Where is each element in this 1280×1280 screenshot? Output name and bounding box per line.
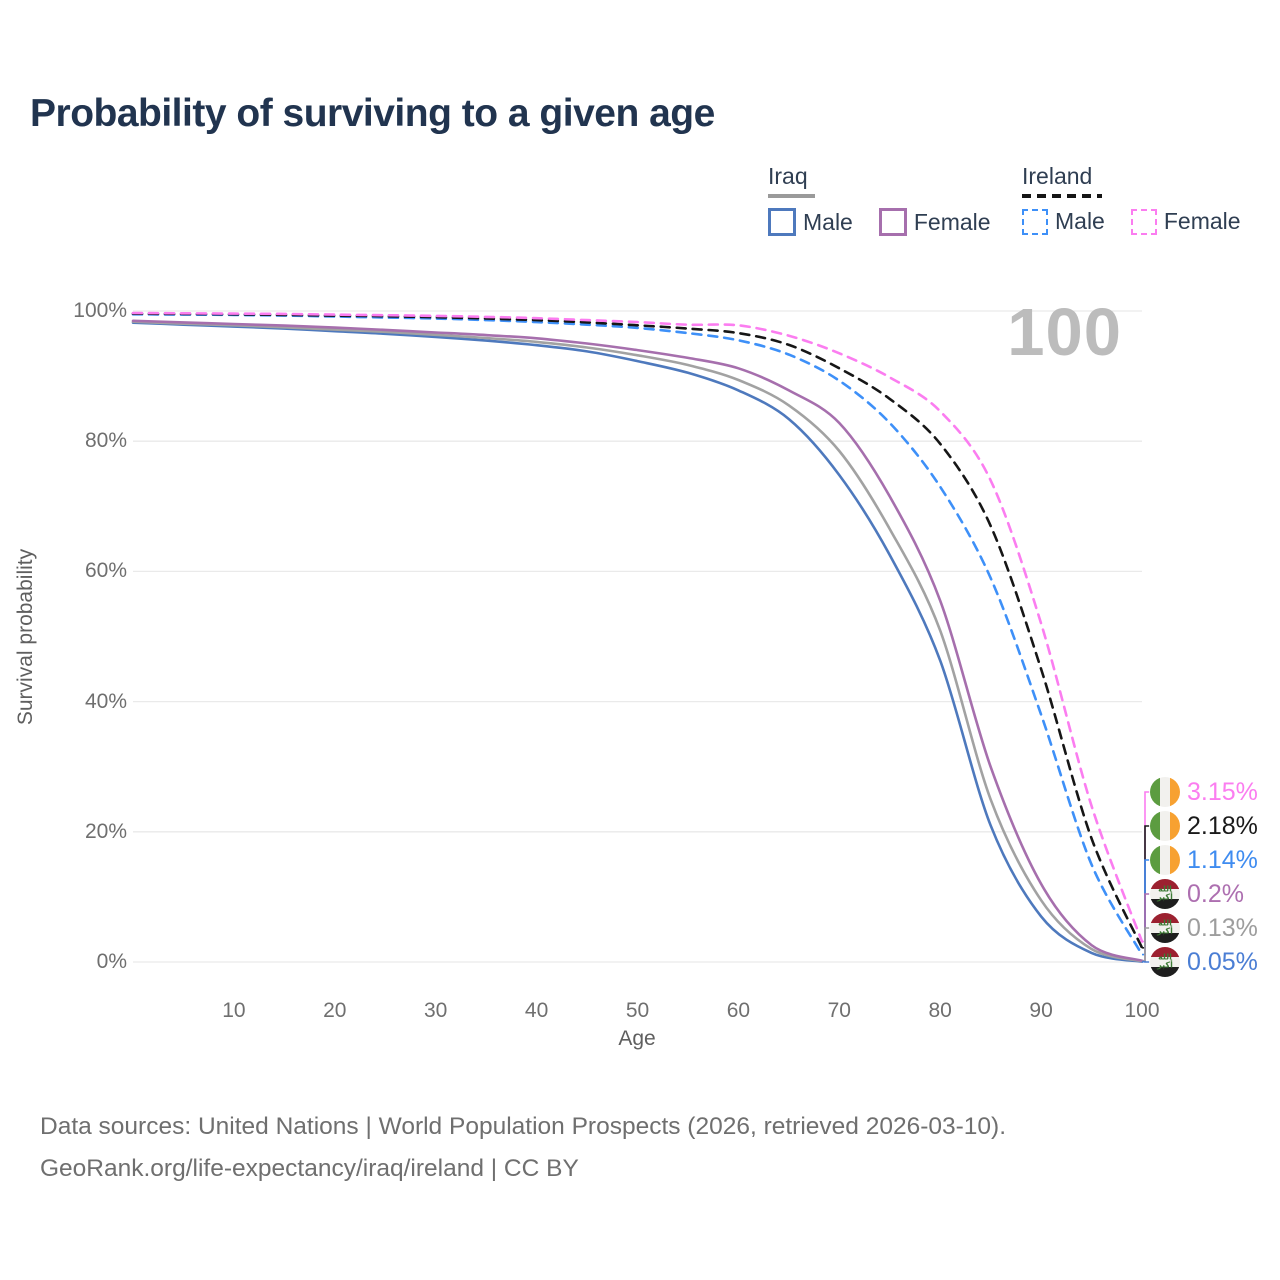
legend-group-iraq: Iraq Male Female: [768, 163, 1017, 236]
right-label-value: 0.05%: [1187, 947, 1258, 976]
y-tick-label: 0%: [96, 950, 127, 973]
series-line-iraq_both: [131, 320, 1144, 963]
right-label-row: الله أكبر 0.13%: [1150, 912, 1258, 944]
y-tick-label: 40%: [84, 689, 127, 713]
legend-item-ireland-female[interactable]: Female: [1130, 208, 1241, 235]
series-line-ireland_both: [131, 312, 1144, 950]
ireland-flag-icon: [1150, 845, 1180, 875]
legend-item-iraq-male[interactable]: Male: [768, 208, 853, 236]
footer-license-line[interactable]: GeoRank.org/life-expectancy/iraq/ireland…: [40, 1155, 579, 1182]
legend-item-label: Male: [803, 208, 853, 235]
x-tick-label: 60: [726, 999, 751, 1022]
x-tick-label: 10: [222, 999, 246, 1022]
watermark-age-label: 100: [1007, 295, 1122, 370]
footer: Data sources: United Nations | World Pop…: [40, 1106, 1006, 1190]
end-label-connector: [1142, 825, 1150, 949]
legend-item-label: Male: [1055, 208, 1105, 234]
dashed-line-style-icon: [1022, 194, 1102, 198]
takbir-script: الله أكبر: [1157, 918, 1173, 936]
right-label-value: 3.15%: [1187, 777, 1258, 806]
legend-item-iraq-female[interactable]: Female: [878, 208, 991, 236]
x-tick-label: 70: [827, 999, 851, 1022]
right-label-row: 1.14%: [1150, 844, 1258, 876]
legend-item-label: Female: [1163, 208, 1241, 234]
x-axis-title: Age: [618, 1027, 656, 1050]
y-tick-label: 100%: [73, 299, 127, 322]
x-tick-label: 30: [424, 999, 448, 1022]
legend-item-ireland-male[interactable]: Male: [1022, 208, 1105, 235]
legend-group-ireland: Ireland Male Female: [1022, 163, 1267, 235]
x-tick-label: 20: [323, 999, 347, 1022]
ireland-flag-icon: [1150, 777, 1180, 807]
series-line-iraq_female: [131, 319, 1144, 962]
end-label-connector: [1142, 791, 1150, 943]
x-tick-label: 50: [625, 999, 650, 1022]
legend-group-title: Ireland: [1022, 163, 1093, 189]
takbir-script: الله أكبر: [1157, 952, 1173, 970]
iraq-male-swatch-icon: [768, 208, 796, 236]
right-label-row: الله أكبر 0.2%: [1150, 878, 1244, 910]
ireland-male-swatch-icon: [1022, 208, 1048, 235]
iraq-flag-icon: الله أكبر: [1150, 947, 1180, 977]
legend-group-title: Iraq: [768, 163, 808, 189]
solid-line-style-icon: [768, 194, 815, 198]
legend-item-label: Female: [913, 208, 991, 235]
ireland-female-swatch-icon: [1130, 208, 1157, 235]
iraq-flag-icon: الله أكبر: [1150, 879, 1180, 909]
right-label-value: 1.14%: [1187, 845, 1258, 874]
y-tick-label: 20%: [84, 819, 127, 843]
right-label-value: 0.2%: [1187, 879, 1244, 908]
x-tick-label: 100: [1124, 999, 1160, 1022]
series-line-iraq_male: [131, 321, 1144, 963]
end-label-connector: [1142, 859, 1150, 956]
x-tick-label: 80: [928, 999, 952, 1022]
x-tick-label: 90: [1029, 999, 1053, 1022]
iraq-flag-icon: الله أكبر: [1150, 913, 1180, 943]
x-tick-label: 40: [524, 999, 549, 1022]
right-label-row: 2.18%: [1150, 810, 1258, 842]
takbir-script: الله أكبر: [1157, 884, 1173, 902]
right-label-row: الله أكبر 0.05%: [1150, 946, 1258, 978]
page-title: Probability of surviving to a given age: [30, 92, 715, 135]
series-line-ireland_male: [131, 313, 1144, 956]
iraq-female-swatch-icon: [878, 208, 907, 236]
end-label-connector: [1142, 927, 1150, 962]
footer-source-line: Data sources: United Nations | World Pop…: [40, 1113, 1007, 1140]
y-tick-label: 60%: [84, 559, 127, 583]
right-label-value: 2.18%: [1187, 811, 1258, 840]
right-label-row: 3.15%: [1150, 776, 1258, 808]
ireland-flag-icon: [1150, 811, 1180, 841]
right-label-value: 0.13%: [1187, 913, 1258, 942]
y-tick-label: 80%: [84, 429, 127, 453]
series-line-ireland_female: [131, 311, 1144, 943]
